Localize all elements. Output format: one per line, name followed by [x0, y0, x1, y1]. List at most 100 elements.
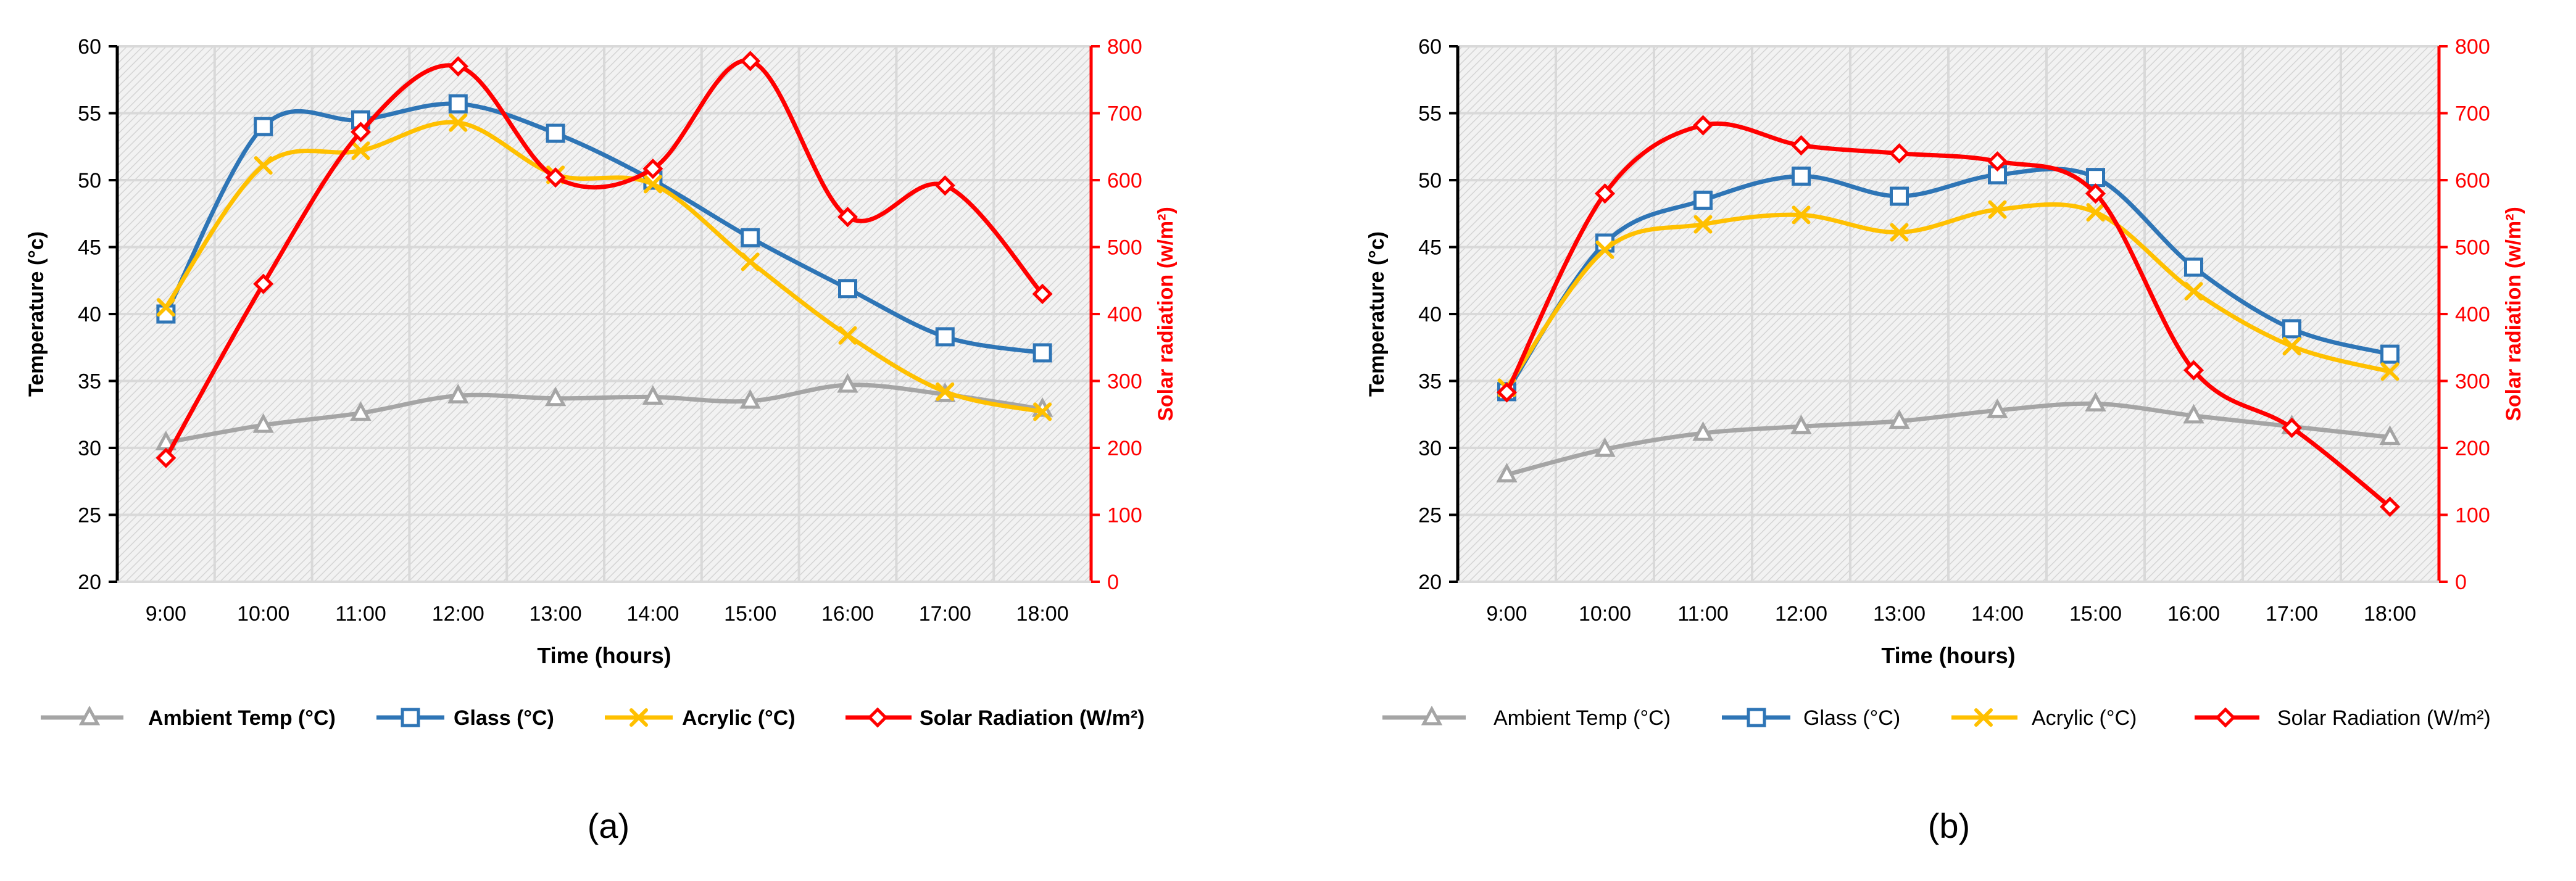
- data-point: [1890, 186, 1909, 206]
- panel-label: (b): [1928, 806, 1970, 845]
- y-tick-label-left: 20: [1418, 571, 1442, 594]
- panel-label: (a): [588, 806, 629, 845]
- data-point: [934, 175, 955, 196]
- data-point: [351, 141, 370, 160]
- x-tick-label: 15:00: [724, 602, 776, 626]
- data-point: [837, 207, 858, 228]
- data-point: [1987, 151, 2008, 172]
- legend-marker: [78, 705, 101, 726]
- data-point: [2086, 168, 2105, 188]
- y-axis-title-right: Solar radiation (w/m²): [2502, 207, 2525, 421]
- legend-marker: [2215, 707, 2236, 728]
- data-point: [2184, 257, 2203, 277]
- x-axis-title: Time (hours): [537, 643, 671, 668]
- series-line: [165, 383, 1043, 445]
- y-tick-label-right: 200: [1107, 437, 1142, 460]
- series-line: [1506, 401, 2390, 477]
- series-diamond: [156, 51, 1053, 468]
- chart-panel-b: 2025303540455055600100200300400500600700…: [1365, 35, 2525, 845]
- data-point: [156, 298, 175, 317]
- x-tick-label: 18:00: [2364, 602, 2416, 626]
- legend-item: Ambient Temp (°C): [41, 705, 336, 730]
- y-tick-label-right: 700: [1107, 102, 1142, 126]
- y-tick-label-left: 30: [1418, 437, 1442, 460]
- data-point: [935, 327, 955, 347]
- legend-marker: [1421, 705, 1443, 726]
- data-point: [2085, 183, 2106, 204]
- y-axis-title-left: Temperature (°c): [1365, 231, 1389, 397]
- legend-label: Ambient Temp (°C): [1494, 706, 1671, 730]
- legend-label: Ambient Temp (°C): [148, 706, 336, 730]
- data-point: [642, 385, 664, 405]
- y-tick-label-right: 300: [2455, 370, 2490, 394]
- legend-item: Solar Radiation (W/m²): [846, 706, 1145, 730]
- x-tick-label: 11:00: [335, 602, 386, 626]
- data-point: [1032, 343, 1052, 363]
- data-point: [2380, 362, 2399, 381]
- data-point: [642, 159, 663, 180]
- legend-item: Acrylic (°C): [605, 706, 796, 730]
- data-point: [1692, 115, 1714, 136]
- series-diamond: [1496, 115, 2401, 518]
- data-point: [1033, 402, 1052, 421]
- data-point: [1032, 283, 1053, 304]
- data-point: [1792, 205, 1811, 225]
- y-tick-label-left: 55: [78, 102, 101, 126]
- data-point: [1988, 200, 2007, 219]
- y-tick-label-right: 0: [2455, 571, 2467, 594]
- data-point: [643, 175, 662, 194]
- y-tick-label-right: 0: [1107, 571, 1119, 594]
- y-tick-label-left: 35: [1418, 370, 1442, 394]
- data-point: [2086, 203, 2105, 222]
- data-point: [2379, 425, 2401, 445]
- series-line: [1505, 202, 2391, 389]
- y-tick-label-left: 40: [1418, 303, 1442, 326]
- x-tick-label: 14:00: [626, 602, 679, 626]
- x-tick-label: 12:00: [432, 602, 484, 626]
- data-point: [936, 382, 955, 401]
- data-point: [1692, 421, 1714, 441]
- data-point: [1496, 463, 1518, 482]
- data-point: [1594, 437, 1616, 457]
- x-tick-label: 18:00: [1016, 602, 1069, 626]
- data-point: [1987, 398, 2008, 418]
- data-point: [350, 122, 372, 143]
- data-point: [1888, 409, 1910, 429]
- x-tick-label: 17:00: [2266, 602, 2318, 626]
- x-tick-label: 10:00: [237, 602, 289, 626]
- y-tick-label-right: 700: [2455, 102, 2490, 126]
- data-point: [2282, 319, 2301, 339]
- y-tick-label-right: 100: [2455, 504, 2490, 527]
- data-point: [838, 279, 857, 299]
- y-tick-label-left: 35: [78, 370, 101, 394]
- y-tick-label-left: 25: [78, 504, 101, 527]
- x-tick-label: 13:00: [530, 602, 582, 626]
- legend-item: Acrylic (°C): [1951, 706, 2137, 730]
- data-point: [2379, 496, 2401, 518]
- legend-item: Glass (°C): [376, 706, 554, 730]
- legend-label: Solar Radiation (W/m²): [2277, 706, 2491, 730]
- legend-marker: [629, 708, 648, 727]
- data-point: [838, 326, 857, 345]
- y-tick-label-right: 500: [1107, 236, 1142, 260]
- data-point: [2184, 282, 2203, 301]
- y-tick-label-left: 50: [78, 169, 101, 192]
- y-axis-title-right: Solar radiation (w/m²): [1154, 207, 1178, 421]
- data-point: [1693, 215, 1713, 234]
- series-line: [1505, 121, 2391, 509]
- data-point: [544, 386, 567, 407]
- chart-panel-a: 2025303540455055600100200300400500600700…: [25, 35, 1178, 845]
- data-point: [545, 167, 566, 188]
- data-point: [837, 373, 858, 393]
- data-point: [447, 56, 468, 77]
- y-axis-title-left: Temperature (°c): [25, 231, 48, 397]
- y-tick-label-left: 20: [78, 571, 101, 594]
- x-tick-label: 9:00: [146, 602, 186, 626]
- y-tick-label-right: 600: [1107, 169, 1142, 192]
- y-tick-label-right: 800: [2455, 35, 2490, 59]
- x-tick-label: 17:00: [919, 602, 971, 626]
- series-line: [164, 58, 1044, 460]
- y-tick-label-left: 55: [1418, 102, 1442, 126]
